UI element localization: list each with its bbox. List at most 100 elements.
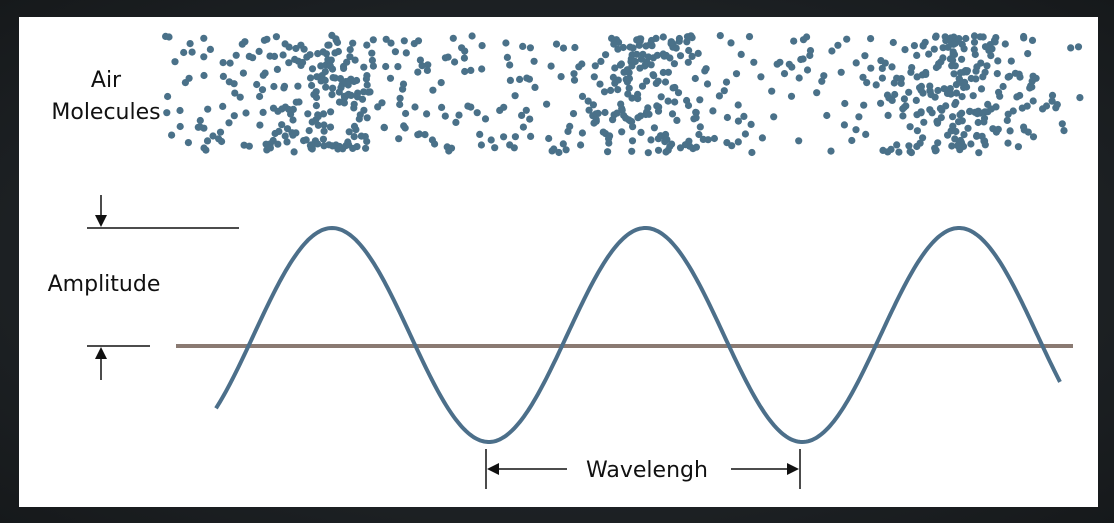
air-molecule — [279, 51, 287, 59]
air-molecule — [527, 132, 535, 140]
air-molecule — [312, 102, 320, 110]
air-molecule — [519, 123, 527, 131]
air-molecule — [230, 112, 238, 120]
air-molecule — [962, 34, 970, 43]
air-molecule — [861, 52, 869, 60]
air-molecule — [734, 138, 742, 146]
air-molecule — [245, 142, 253, 150]
air-molecule — [952, 89, 961, 97]
air-molecule — [610, 40, 618, 48]
air-molecule — [827, 147, 835, 155]
air-molecule — [964, 124, 972, 132]
air-molecule — [699, 135, 707, 143]
air-molecule — [566, 122, 574, 130]
air-molecule — [297, 41, 305, 49]
air-molecule — [1058, 120, 1066, 128]
air-molecule — [559, 44, 568, 52]
air-molecule — [675, 37, 683, 45]
air-molecule — [834, 41, 842, 49]
air-molecule — [628, 147, 636, 155]
air-molecule — [414, 37, 423, 45]
diagram-panel: Air Molecules Amplitude Wavelengh — [19, 17, 1098, 507]
air-molecule — [905, 142, 913, 150]
air-molecule — [552, 40, 561, 48]
air-molecule — [931, 144, 939, 152]
air-molecule — [702, 65, 710, 73]
air-molecule — [313, 73, 321, 81]
air-molecule — [165, 33, 173, 41]
air-molecule — [963, 67, 972, 75]
air-molecule — [991, 38, 999, 46]
air-molecule — [888, 96, 896, 104]
air-molecule — [614, 86, 622, 94]
air-molecule — [957, 69, 965, 77]
air-molecule — [333, 38, 342, 47]
air-molecule — [676, 52, 685, 60]
air-molecule — [259, 108, 267, 116]
air-molecule — [900, 95, 909, 103]
air-molecule — [602, 51, 610, 59]
air-molecule — [369, 36, 377, 44]
air-molecule — [285, 105, 293, 114]
air-molecule — [219, 72, 227, 80]
air-molecule — [441, 54, 449, 62]
air-molecule — [200, 34, 208, 42]
air-molecule — [940, 85, 948, 93]
air-molecule — [785, 60, 793, 68]
air-molecule — [722, 78, 731, 86]
air-molecule — [750, 58, 758, 66]
air-molecule — [646, 40, 654, 48]
air-molecule — [478, 42, 486, 50]
air-molecule — [758, 134, 767, 142]
air-molecule — [324, 56, 332, 64]
air-molecule — [688, 52, 696, 61]
sound-wave-curve — [214, 225, 1062, 445]
air-molecule — [664, 68, 673, 76]
air-molecule — [545, 134, 553, 143]
air-molecule — [1007, 57, 1015, 65]
air-molecule — [363, 114, 371, 122]
air-molecule — [803, 66, 812, 74]
air-molecule — [855, 113, 863, 121]
air-molecule — [934, 86, 942, 95]
air-molecule — [261, 69, 269, 77]
air-molecule — [550, 145, 558, 153]
amplitude-down-arrow-head — [95, 215, 107, 227]
air-molecule — [317, 62, 325, 70]
air-molecule — [363, 137, 371, 145]
air-molecule — [278, 121, 286, 129]
air-molecule — [654, 77, 662, 85]
air-molecule — [477, 141, 485, 149]
air-molecule — [634, 95, 642, 103]
air-molecule — [226, 59, 234, 67]
air-molecules-band — [162, 31, 1084, 157]
air-molecule — [260, 36, 268, 44]
air-molecule — [530, 57, 538, 65]
air-molecule — [893, 141, 901, 149]
air-molecule — [1004, 139, 1012, 147]
air-molecule — [930, 45, 938, 53]
air-molecule — [970, 38, 979, 46]
air-molecule — [395, 135, 403, 143]
air-molecule — [917, 108, 925, 116]
air-molecule — [692, 109, 700, 117]
air-molecule — [737, 50, 745, 59]
air-molecule — [950, 70, 958, 78]
air-molecule — [518, 111, 526, 119]
air-molecule — [970, 32, 979, 40]
air-molecule — [878, 64, 886, 72]
air-molecule — [673, 116, 681, 124]
air-molecule — [1011, 69, 1020, 77]
air-molecule — [863, 79, 871, 87]
air-molecule — [218, 137, 226, 146]
air-molecule — [346, 53, 354, 61]
air-molecule — [460, 54, 468, 62]
air-molecule — [768, 87, 776, 95]
air-molecule — [421, 131, 429, 139]
air-molecule — [526, 44, 534, 52]
air-molecule — [256, 92, 264, 101]
air-molecule — [1006, 127, 1014, 135]
air-molecule — [345, 77, 353, 85]
air-molecule — [992, 128, 1001, 136]
air-molecule — [692, 143, 701, 151]
